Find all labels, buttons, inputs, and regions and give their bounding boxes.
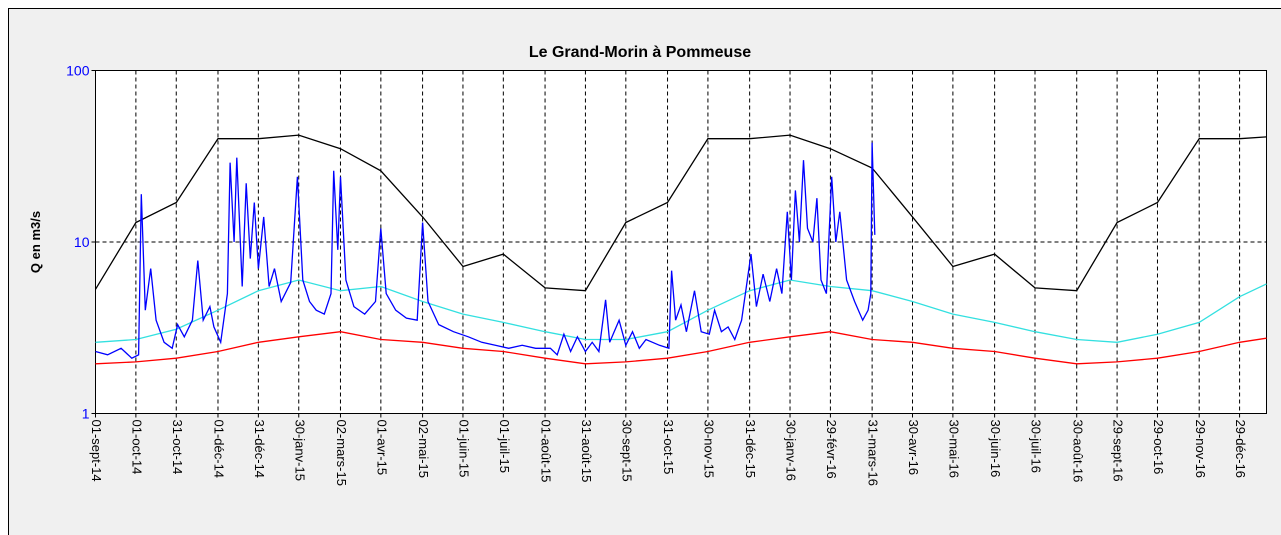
- x-tick-label: 02-mai-15: [416, 420, 431, 479]
- y-tick-label: 1: [82, 406, 90, 422]
- x-tick-label: 30-mai-16: [946, 420, 961, 479]
- x-tick-label: 30-nov-15: [701, 420, 716, 479]
- labels: 1 10 100 01-sept-14 01-oct-14 31-oct-14 01-déc…: [66, 63, 1248, 486]
- x-tick-label: 31-déc-15: [743, 420, 758, 479]
- x-tick-label: 01-avr-15: [374, 420, 389, 476]
- x-tick-label: 01-juin-15: [457, 420, 472, 478]
- x-tick-label: 01-sept-14: [89, 420, 104, 482]
- y-axis-label: Q en m3/s: [28, 211, 43, 273]
- x-tick-label: 01-oct-14: [129, 420, 144, 475]
- x-tick-label: 01-déc-14: [212, 420, 227, 479]
- y-tick-label: 10: [74, 234, 90, 250]
- x-tick-label: 30-juin-16: [988, 420, 1003, 478]
- x-tick-label: 31-août-15: [579, 420, 594, 483]
- series-line: [94, 134, 1267, 292]
- x-tick-label: 31-oct-15: [661, 420, 676, 475]
- x-tick-label: 30-avr-16: [906, 420, 921, 476]
- x-tick-label: 30-janv-16: [784, 420, 799, 481]
- series-line: [95, 331, 1267, 365]
- x-tick-label: 29-oct-16: [1151, 420, 1166, 475]
- x-tick-label: 01-juil-15: [497, 420, 512, 473]
- series-line: [95, 142, 876, 359]
- y-tick-label: 100: [66, 63, 90, 79]
- x-tick-label: 31-déc-14: [252, 420, 267, 479]
- chart-title: Le Grand-Morin à Pommeuse: [529, 44, 751, 61]
- x-tick-label: 29-févr-16: [824, 420, 839, 479]
- lines: [94, 134, 1267, 365]
- x-tick-label: 30-sept-15: [619, 420, 634, 482]
- x-tick-label: 30-janv-15: [292, 420, 307, 481]
- x-tick-label: 29-sept-16: [1111, 420, 1126, 482]
- series-line: [95, 279, 1267, 343]
- x-tick-label: 30-août-16: [1070, 420, 1085, 483]
- x-tick-label: 31-mars-16: [866, 420, 881, 486]
- x-tick-label: 01-août-15: [539, 420, 554, 483]
- x-tick-label: 02-mars-15: [334, 420, 349, 486]
- x-tick-label: 29-déc-16: [1233, 420, 1248, 479]
- x-tick-label: 30-juil-16: [1029, 420, 1044, 473]
- x-tick-label: 29-nov-16: [1193, 420, 1208, 479]
- x-tick-label: 31-oct-14: [170, 420, 185, 475]
- grid: [91, 70, 1267, 418]
